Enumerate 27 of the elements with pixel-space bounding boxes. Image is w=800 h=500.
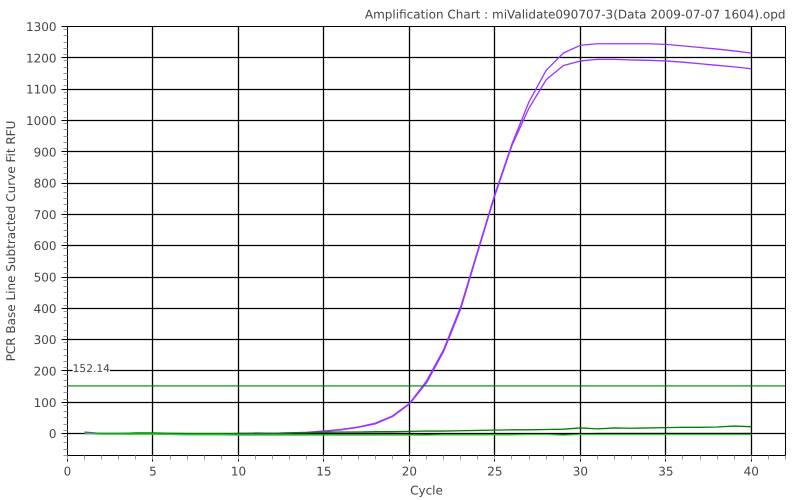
- x-tick-label: 40: [744, 464, 759, 478]
- x-tick-label: 0: [64, 464, 72, 478]
- y-tick-label: 1300: [26, 20, 57, 34]
- x-tick-label: 35: [658, 464, 674, 478]
- y-tick-label: 800: [34, 176, 56, 191]
- y-tick-label: 900: [34, 145, 56, 160]
- y-tick-label: 1200: [26, 51, 57, 66]
- y-tick-label: 500: [34, 270, 56, 285]
- y-tick-label: 600: [34, 239, 56, 254]
- x-axis-title: Cycle: [410, 484, 443, 498]
- x-tick-label: 30: [572, 464, 588, 478]
- y-tick-label: 100: [34, 396, 56, 410]
- y-tick-label: 400: [34, 302, 56, 316]
- x-tick-label: 20: [402, 464, 418, 478]
- ref-line-label: 152.14: [72, 362, 110, 375]
- y-axis-title: PCR Base Line Subtracted Curve Fit RFU: [4, 120, 18, 362]
- y-tick-label: 1100: [26, 82, 57, 97]
- y-tick-label: 200: [34, 364, 56, 378]
- x-tick-label: 15: [316, 464, 332, 478]
- y-tick-label: 1000: [26, 114, 57, 128]
- x-tick-label: 5: [149, 464, 157, 478]
- y-tick-label: 700: [34, 208, 56, 222]
- y-tick-label: 0: [48, 427, 57, 442]
- y-tick-label: 300: [34, 333, 56, 348]
- chart-title: Amplification Chart : miValidate090707-3(Data 2009-07-07 1604).opd: [364, 8, 786, 22]
- x-tick-label: 25: [487, 464, 503, 478]
- x-tick-label: 10: [230, 464, 246, 478]
